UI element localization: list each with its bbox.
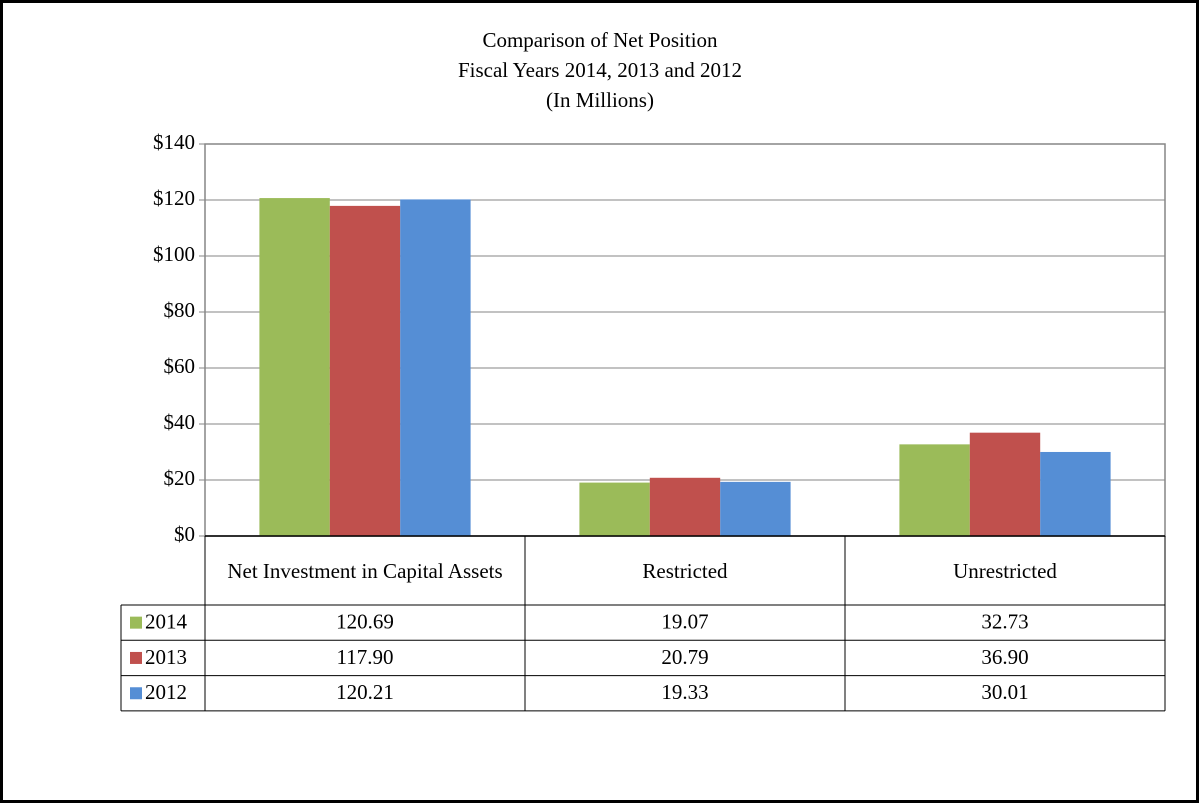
bar xyxy=(579,482,650,536)
category-label-box: Net Investment in Capital Assets xyxy=(227,558,503,583)
y-tick-label: $120 xyxy=(153,186,195,210)
table-value: 120.69 xyxy=(336,609,394,633)
bar xyxy=(1040,451,1111,536)
table-value: 19.07 xyxy=(661,609,708,633)
table-value: 117.90 xyxy=(337,645,394,669)
y-tick-label: $140 xyxy=(153,130,195,154)
table-value: 30.01 xyxy=(981,680,1028,704)
table-value: 32.73 xyxy=(981,609,1028,633)
chart-subtitle: Fiscal Years 2014, 2013 and 2012 xyxy=(458,58,742,82)
table-value: 19.33 xyxy=(661,680,708,704)
table-value: 36.90 xyxy=(981,645,1028,669)
category-label: Restricted xyxy=(642,558,728,583)
units-note: (In Millions) xyxy=(546,88,654,112)
bar xyxy=(400,199,471,537)
table-value: 20.79 xyxy=(661,645,708,669)
category-label-box: Restricted xyxy=(642,558,728,583)
y-tick-label: $80 xyxy=(164,298,196,322)
bar xyxy=(329,205,401,536)
table-value: 120.21 xyxy=(336,680,394,704)
bar xyxy=(720,481,791,536)
legend-key xyxy=(130,651,142,664)
bar xyxy=(259,198,330,536)
legend-key xyxy=(130,687,142,700)
y-tick-label: $0 xyxy=(174,522,195,546)
category-label: Unrestricted xyxy=(953,558,1057,583)
chart-title: Comparison of Net Position xyxy=(482,28,718,52)
legend-label: 2013 xyxy=(145,645,187,669)
legend-label: 2014 xyxy=(145,609,188,633)
y-tick-label: $100 xyxy=(153,242,195,266)
category-label: Net Investment in Capital Assets xyxy=(227,558,503,583)
bar xyxy=(899,444,970,536)
legend-key xyxy=(130,616,142,629)
category-label-box: Unrestricted xyxy=(953,558,1057,583)
bar xyxy=(969,432,1041,536)
y-tick-label: $60 xyxy=(164,354,196,378)
y-tick-label: $20 xyxy=(164,466,196,490)
legend-label: 2012 xyxy=(145,680,187,704)
bar xyxy=(649,477,721,536)
y-tick-label: $40 xyxy=(164,410,196,434)
